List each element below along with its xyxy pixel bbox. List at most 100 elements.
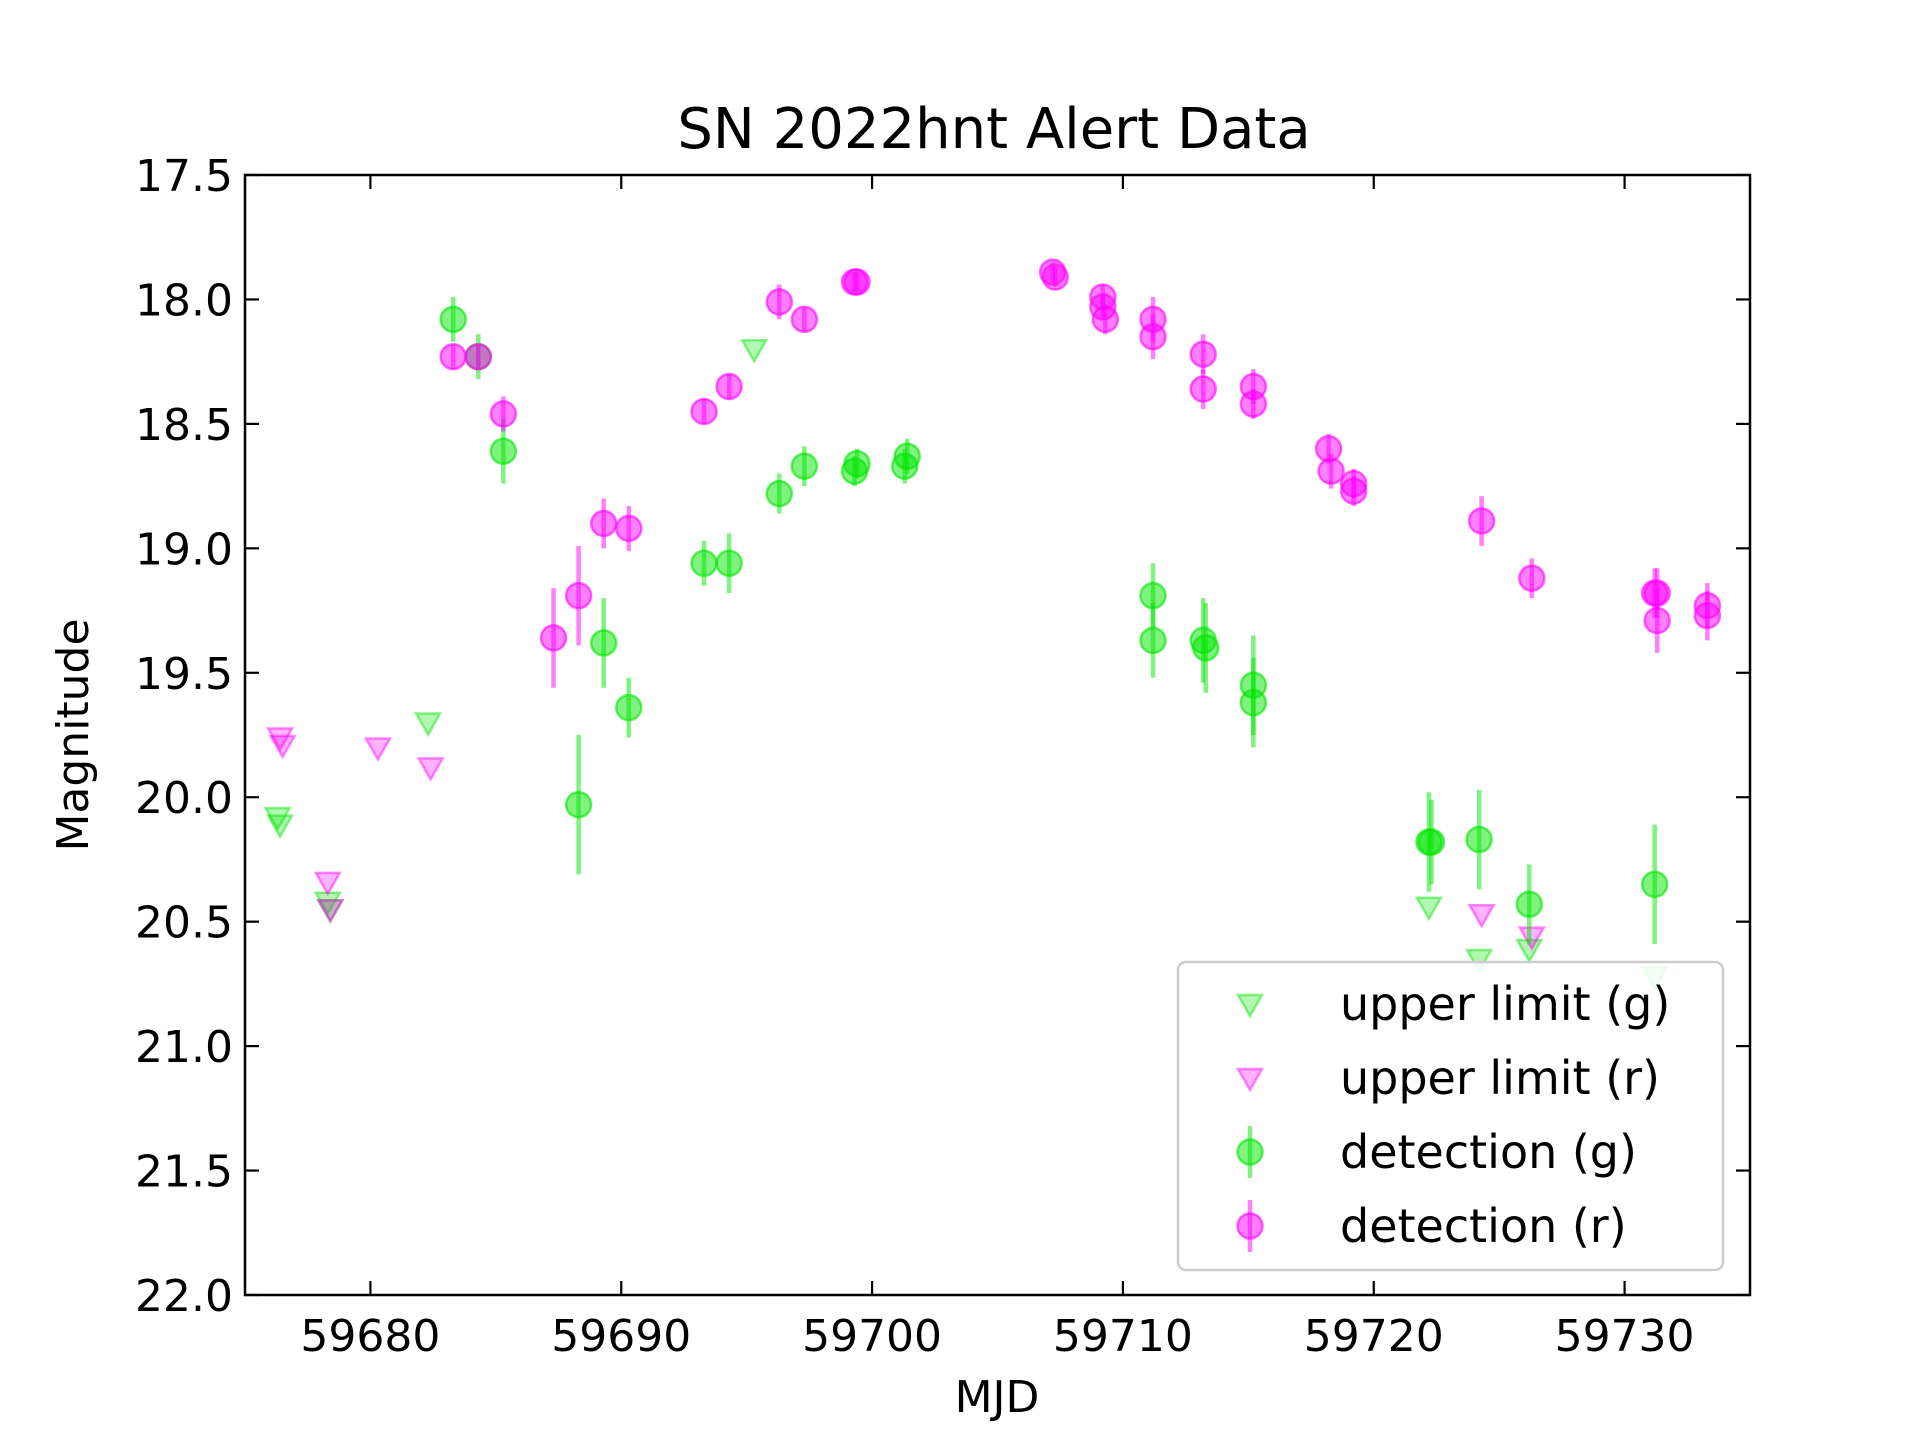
detection-r-point [1467,507,1496,535]
detection-r-point [439,342,467,371]
detection-g-point [715,549,743,578]
detection-g-point [1139,626,1167,655]
detection-g-point [1417,828,1446,856]
x-axis-label: MJD [955,1372,1040,1423]
detection-r-point [1091,305,1120,334]
upper-limit-g-point [265,814,295,840]
y-tick-label: 20.0 [135,773,233,824]
x-tick-label: 59730 [1555,1311,1695,1362]
x-tick-label: 59690 [551,1311,691,1362]
legend-item: upper limit (r) [1235,1051,1660,1105]
detection-g-point [615,693,643,722]
legend-triangle-marker [1235,1067,1265,1093]
legend-box [1176,960,1725,1272]
legend-circle-marker [1236,1212,1264,1240]
detection-g-point [1239,688,1268,717]
detection-r-point [539,624,568,652]
y-tick-label: 21.0 [135,1022,233,1073]
detection-g-point [589,629,618,657]
y-axis-ticks: 17.5 18.0 18.5 19.0 19.5 20.0 20.5 21.0 21.5 22.0 [135,151,1750,1322]
y-axis-label: Magnitude [48,618,99,851]
y-tick-label: 18.0 [135,275,233,326]
plot-marks [263,258,1722,991]
y-tick-label: 21.5 [135,1147,233,1198]
upper-limit-r-point [265,727,295,753]
x-tick-label: 59710 [1053,1311,1193,1362]
upper-limit-g-point [313,891,342,917]
upper-limit-r-point [313,871,342,897]
y-tick-label: 17.5 [135,151,233,202]
detection-g-point [564,790,593,819]
legend-item: detection (g) [1236,1125,1637,1179]
detection-r-point [1314,435,1343,463]
legend-label: detection (g) [1340,1125,1637,1179]
legend-label: upper limit (g) [1340,977,1670,1031]
x-axis-ticks: 59680 59690 59700 59710 59720 59730 [300,175,1695,1362]
detection-g-point [1515,890,1544,918]
detection-r-point [1189,340,1217,368]
detection-r-point [765,288,794,316]
upper-limit-r-point [268,734,297,760]
detection-g-point [439,305,467,334]
detection-g-point [690,549,718,578]
upper-limit-g-point [413,712,443,738]
legend-circle-marker [1236,1138,1264,1166]
detection-r-point [564,581,593,610]
detection-r-point [843,268,871,296]
y-tick-label: 19.5 [135,649,233,700]
series-detection-g [439,296,1669,945]
chart-title: SN 2022hnt Alert Data [677,97,1310,162]
x-tick-label: 59720 [1304,1311,1444,1362]
detection-g-point [843,449,871,478]
detection-r-point [1693,601,1722,630]
detection-g-point [765,479,794,508]
detection-r-point [1317,457,1345,485]
x-tick-label: 59680 [300,1311,440,1362]
detection-r-point [715,372,743,401]
upper-limit-g-point [1464,948,1494,974]
detection-r-point [615,514,643,543]
y-tick-label: 20.5 [135,898,233,949]
detection-r-point [1239,390,1268,418]
upper-limit-r-point [416,757,445,782]
detection-g-point [1191,634,1220,662]
detection-r-point [1339,477,1368,505]
legend-triangle-marker [1235,993,1265,1019]
series-upper-limit-r [265,727,1546,952]
legend: upper limit (g) upper limit (r) detection … [1176,960,1725,1272]
x-tick-label: 59700 [802,1311,942,1362]
detection-g-point [893,442,921,470]
upper-limit-g-point [263,806,292,832]
upper-limit-r-point [1517,926,1546,952]
y-tick-label: 18.5 [135,400,233,451]
upper-limit-r-point [1467,903,1496,929]
detection-r-point [464,342,493,371]
detection-r-point [589,509,618,538]
detection-g-point [790,452,819,480]
y-tick-label: 22.0 [135,1271,233,1322]
legend-item: upper limit (g) [1235,977,1670,1031]
upper-limit-g-point [740,338,769,364]
detection-r-point [790,305,819,334]
detection-r-point [1643,606,1671,635]
upper-limit-r-point [316,898,345,924]
detection-g-point [1465,825,1493,854]
detection-r-point [1041,263,1069,291]
detection-g-point [489,437,518,466]
legend-label: upper limit (r) [1340,1051,1660,1105]
plot-frame [243,173,1752,1297]
upper-limit-r-point [363,737,393,762]
series-detection-r [439,258,1722,688]
detection-r-point [690,397,718,426]
detection-r-point [1189,375,1217,403]
legend-label: detection (r) [1340,1199,1627,1253]
legend-item: detection (r) [1236,1199,1627,1253]
upper-limit-g-point [316,898,345,924]
detection-r-point [1139,323,1167,351]
detection-g-point [1640,870,1669,899]
y-tick-label: 19.0 [135,524,233,575]
upper-limit-g-point [1414,896,1444,922]
detection-r-point [489,400,518,428]
